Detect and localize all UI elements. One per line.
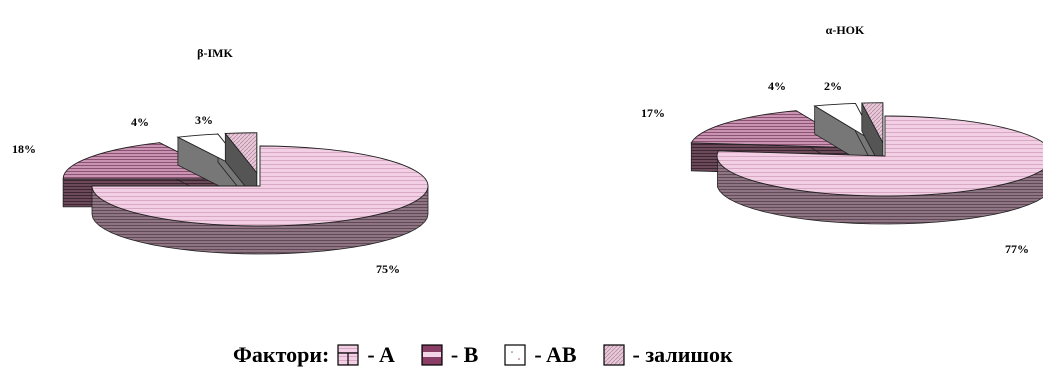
swatch-rest-icon <box>602 344 625 366</box>
data-label-ab: 4% <box>131 115 149 129</box>
pie-chart-beta-imk: β-IMK 18% 4% 3% 75% <box>12 46 429 276</box>
legend-label-rest: - залишок <box>632 342 733 367</box>
chart-title: α-HOK <box>826 23 865 37</box>
pie-slice-rest <box>224 132 258 202</box>
pie-slice-rest <box>861 102 884 171</box>
pie-slice-a <box>716 115 1043 225</box>
pie-chart-alpha-hok: α-HOK 17% 4% 2% 77% <box>641 23 1043 256</box>
swatch-b-icon <box>421 344 443 366</box>
legend-item-b: - B <box>421 342 479 368</box>
chart-title: β-IMK <box>197 46 233 60</box>
data-label-rest: 3% <box>195 113 213 127</box>
data-label-ab: 4% <box>768 79 786 93</box>
data-label-a: 77% <box>1005 242 1029 256</box>
swatch-a-icon <box>337 344 359 366</box>
legend-title: Фактори: <box>233 342 330 367</box>
data-label-b: 18% <box>12 142 36 156</box>
legend-item-a: - A <box>337 342 395 368</box>
data-label-b: 17% <box>641 106 665 120</box>
legend-label-ab: - AB <box>534 342 577 367</box>
swatch-ab-icon <box>504 344 526 366</box>
legend-label-b: - B <box>450 342 479 367</box>
legend: Фактори: - A - B - AB - залишок <box>233 335 759 375</box>
legend-label-a: - A <box>367 342 395 367</box>
pie-slice-a <box>91 145 429 255</box>
legend-item-ab: - AB <box>504 342 577 368</box>
data-label-rest: 2% <box>824 79 842 93</box>
legend-item-rest: - залишок <box>602 342 733 368</box>
data-label-a: 75% <box>376 262 400 276</box>
